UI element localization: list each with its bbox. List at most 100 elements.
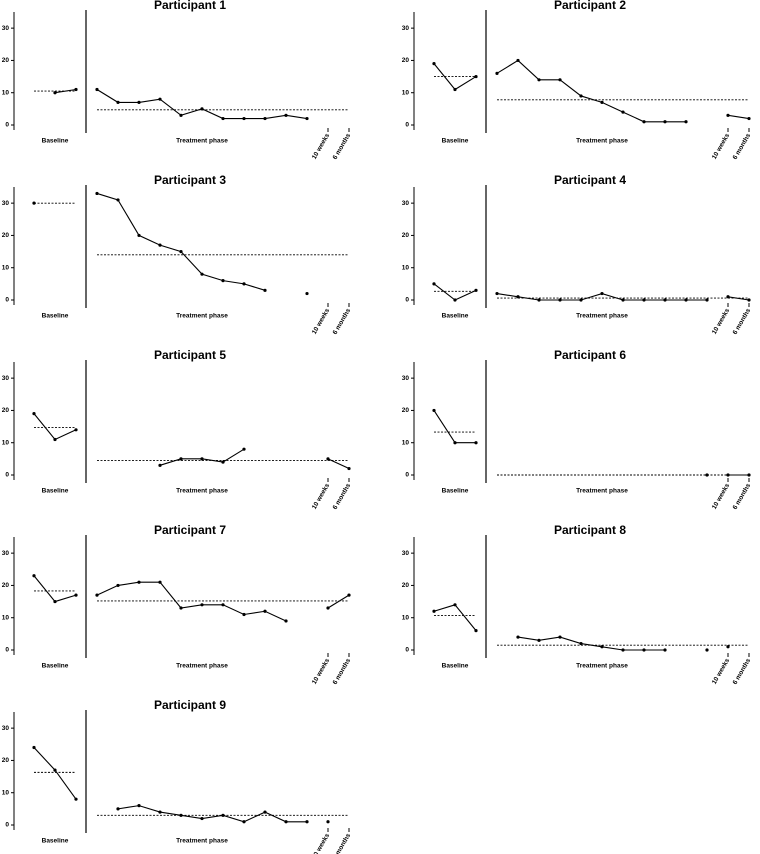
y-tick-label: 30 <box>2 550 10 557</box>
phase-label: Baseline <box>42 138 69 145</box>
data-point <box>621 110 625 114</box>
data-point <box>537 78 541 82</box>
data-point <box>242 447 246 451</box>
data-point <box>558 78 562 82</box>
data-line <box>727 114 750 120</box>
x-tick-label: 6 months <box>332 657 353 686</box>
data-point <box>558 635 562 639</box>
data-point <box>284 113 288 117</box>
data-point <box>221 603 225 607</box>
data-point <box>137 804 141 808</box>
y-tick-label: 30 <box>402 25 410 32</box>
data-point <box>200 457 204 461</box>
data-point <box>95 593 99 597</box>
phase-label: Baseline <box>42 488 69 495</box>
phase-label: Treatment phase <box>176 313 228 320</box>
data-point <box>579 641 583 646</box>
data-point <box>53 437 57 442</box>
data-line <box>96 581 287 622</box>
data-point <box>116 198 120 202</box>
phase-label: Treatment phase <box>176 138 228 145</box>
data-point <box>116 100 120 104</box>
data-point <box>95 87 99 92</box>
data-point <box>642 120 646 124</box>
data-point <box>242 820 246 824</box>
data-point <box>474 74 478 79</box>
y-tick-label: 20 <box>402 582 410 589</box>
data-point <box>495 71 499 75</box>
x-tick-label: 10 weeks <box>311 482 332 511</box>
data-point <box>158 243 162 247</box>
data-point <box>305 820 309 824</box>
data-point <box>726 295 730 299</box>
panel-title: Participant 8 <box>554 523 626 537</box>
data-point <box>284 619 288 623</box>
data-point <box>663 648 667 652</box>
y-tick-label: 10 <box>2 614 10 621</box>
data-line <box>159 448 245 466</box>
y-tick-label: 20 <box>2 407 10 414</box>
data-point <box>263 810 267 814</box>
data-point <box>621 648 625 652</box>
y-tick-label: 20 <box>2 57 10 64</box>
data-point <box>263 609 267 613</box>
data-point <box>53 768 57 772</box>
data-point <box>347 466 351 471</box>
x-tick-label: 6 months <box>332 482 353 511</box>
data-point <box>663 298 667 302</box>
phase-label: Treatment phase <box>176 663 228 670</box>
data-point <box>32 745 36 750</box>
data-point <box>326 606 330 610</box>
y-tick-label: 10 <box>2 439 10 446</box>
x-tick-label: 6 months <box>332 307 353 336</box>
x-tick-label: 10 weeks <box>711 657 732 686</box>
data-point <box>284 820 288 824</box>
x-tick-label: 10 weeks <box>311 132 332 161</box>
data-point <box>74 593 78 597</box>
data-point <box>221 279 225 283</box>
y-tick-label: 0 <box>5 122 9 129</box>
y-tick-label: 30 <box>2 200 10 207</box>
data-line <box>96 89 308 120</box>
y-tick-label: 20 <box>402 57 410 64</box>
data-point <box>242 612 246 617</box>
x-tick-label: 6 months <box>732 482 753 511</box>
y-tick-label: 10 <box>402 264 410 271</box>
panel-title: Participant 7 <box>154 523 226 537</box>
y-tick-label: 0 <box>405 647 409 654</box>
phase-label: Baseline <box>42 313 69 320</box>
panel-title: Participant 9 <box>154 698 226 712</box>
data-point <box>432 282 436 286</box>
data-point <box>158 580 162 584</box>
y-tick-label: 20 <box>2 757 10 764</box>
panel-title: Participant 4 <box>554 173 626 187</box>
panel-title: Participant 3 <box>154 173 226 187</box>
data-point <box>200 272 204 276</box>
data-point <box>516 58 520 63</box>
data-point <box>684 298 688 302</box>
x-tick-label: 6 months <box>332 832 353 854</box>
panel-title: Participant 1 <box>154 0 226 12</box>
y-tick-label: 20 <box>2 232 10 239</box>
data-point <box>158 810 162 814</box>
y-tick-label: 0 <box>5 822 9 829</box>
x-tick-label: 10 weeks <box>311 832 332 854</box>
x-tick-label: 6 months <box>732 307 753 336</box>
data-point <box>621 298 625 302</box>
data-point <box>642 648 646 652</box>
data-point <box>579 94 583 98</box>
data-point <box>453 298 457 302</box>
data-point <box>326 457 330 461</box>
y-tick-label: 0 <box>405 122 409 129</box>
data-point <box>179 113 183 117</box>
panel-title: Participant 2 <box>554 0 626 12</box>
data-point <box>495 291 499 296</box>
data-point <box>179 249 183 254</box>
x-tick-label: 10 weeks <box>711 132 732 161</box>
data-line <box>433 283 477 301</box>
data-line <box>117 805 307 823</box>
data-point <box>305 291 309 296</box>
phase-label: Baseline <box>42 663 69 670</box>
phase-label: Baseline <box>442 313 469 320</box>
data-point <box>600 291 604 296</box>
